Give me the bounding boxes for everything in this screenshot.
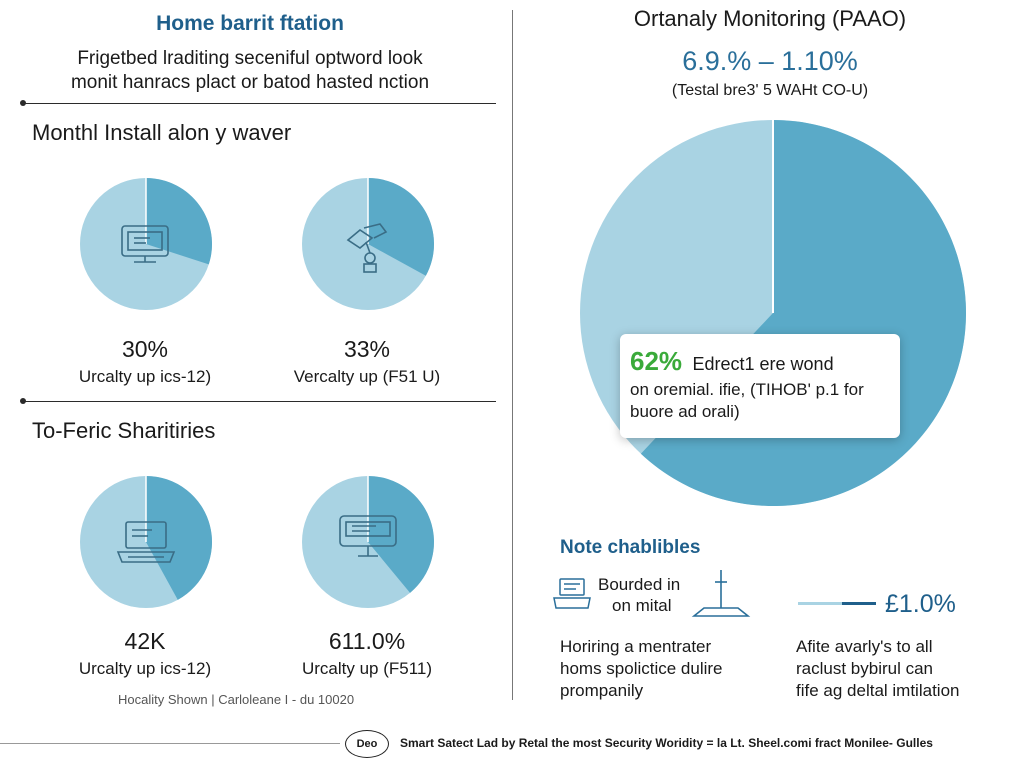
pie2-slice — [368, 178, 435, 276]
section1-value-1: 30% — [121, 336, 169, 362]
metric-bar-light — [798, 602, 842, 605]
callout-line3: buore ad orali) — [630, 402, 740, 421]
section2-value-2: 611.0% — [328, 628, 406, 654]
notes-desc1-line2: homs spolictice dulire — [560, 659, 723, 678]
pie3-slice — [146, 476, 213, 600]
notes-item1-line2: on mital — [612, 596, 672, 615]
right-range: 6.9.% – 1.10% — [682, 46, 858, 76]
divider-middle — [22, 401, 496, 402]
notes-item1-line1: Bourded in — [598, 575, 681, 594]
left-footnote: Hocality Shown | Carloleane I - du 10020 — [118, 692, 355, 707]
router-icon — [339, 515, 397, 557]
footer-logo-text: Deo — [356, 738, 378, 750]
callout-line2: on oremial. ifie, (TIHOB' p.1 for — [630, 380, 864, 399]
right-title: Ortanaly Monitoring (PAAO) — [633, 6, 907, 31]
metric-bar-dark — [842, 602, 876, 605]
notes-heading: Note chablibles — [560, 537, 701, 558]
section1-label-2: Vercalty up (F51 U) — [293, 367, 441, 386]
footer-text: Smart Satect Lad by Retal the most Secur… — [400, 736, 933, 750]
divider-top — [22, 103, 496, 104]
section2-heading: To-Feric Sharitiries — [32, 418, 216, 443]
monitor-icon — [121, 225, 169, 263]
section1-heading: Monthl Install alon y waver — [32, 120, 292, 145]
left-header-line1: Frigetbed lraditing seceniful optword lo… — [77, 48, 423, 69]
main-callout: 62% Edrect1 ere wond on oremial. ifie, (… — [620, 334, 900, 438]
footer-rule-left — [0, 743, 340, 744]
pie-chart-1 — [80, 178, 213, 310]
callout-line1: Edrect1 ere wond — [692, 354, 834, 374]
section2-label-2: Urcalty up (F511) — [301, 659, 433, 678]
section1-label-1: Urcalty up ics-12) — [78, 367, 212, 386]
notes-desc2-line1: Afite avarly's to all — [796, 637, 933, 656]
section2-label-1: Urcalty up ics-12) — [78, 659, 212, 678]
left-header-title: Home barrit ftation — [156, 12, 344, 35]
callout-value: 62% — [630, 346, 683, 376]
satellite-icon — [346, 223, 388, 273]
section2-value-1: 42K — [124, 628, 166, 654]
pie-chart-2 — [302, 178, 435, 310]
footer-logo: Deo — [345, 730, 389, 758]
pie-chart-3 — [80, 476, 213, 608]
notes-desc2-line2: raclust bybirul can — [796, 659, 934, 678]
laptop-icon — [116, 521, 176, 563]
laptop-icon — [553, 578, 591, 609]
notes-desc2-line3: fife ag deltal imtilation — [796, 681, 960, 700]
pie-chart-main — [580, 120, 966, 506]
left-header-line2: monit hanracs plact or batod hasted ncti… — [70, 72, 430, 93]
antenna-icon — [691, 570, 751, 617]
section1-value-2: 33% — [343, 336, 391, 362]
pie4-slice — [368, 476, 434, 593]
column-separator — [512, 10, 513, 700]
notes-desc1-line3: prompanily — [560, 681, 644, 700]
notes-desc1-line1: Horiring a mentrater — [560, 637, 712, 656]
right-subtitle: (Testal bre3' 5 WAHt CO-U) — [671, 82, 869, 99]
pie-chart-4 — [302, 476, 434, 608]
notes-metric: £1.0% — [885, 590, 956, 618]
